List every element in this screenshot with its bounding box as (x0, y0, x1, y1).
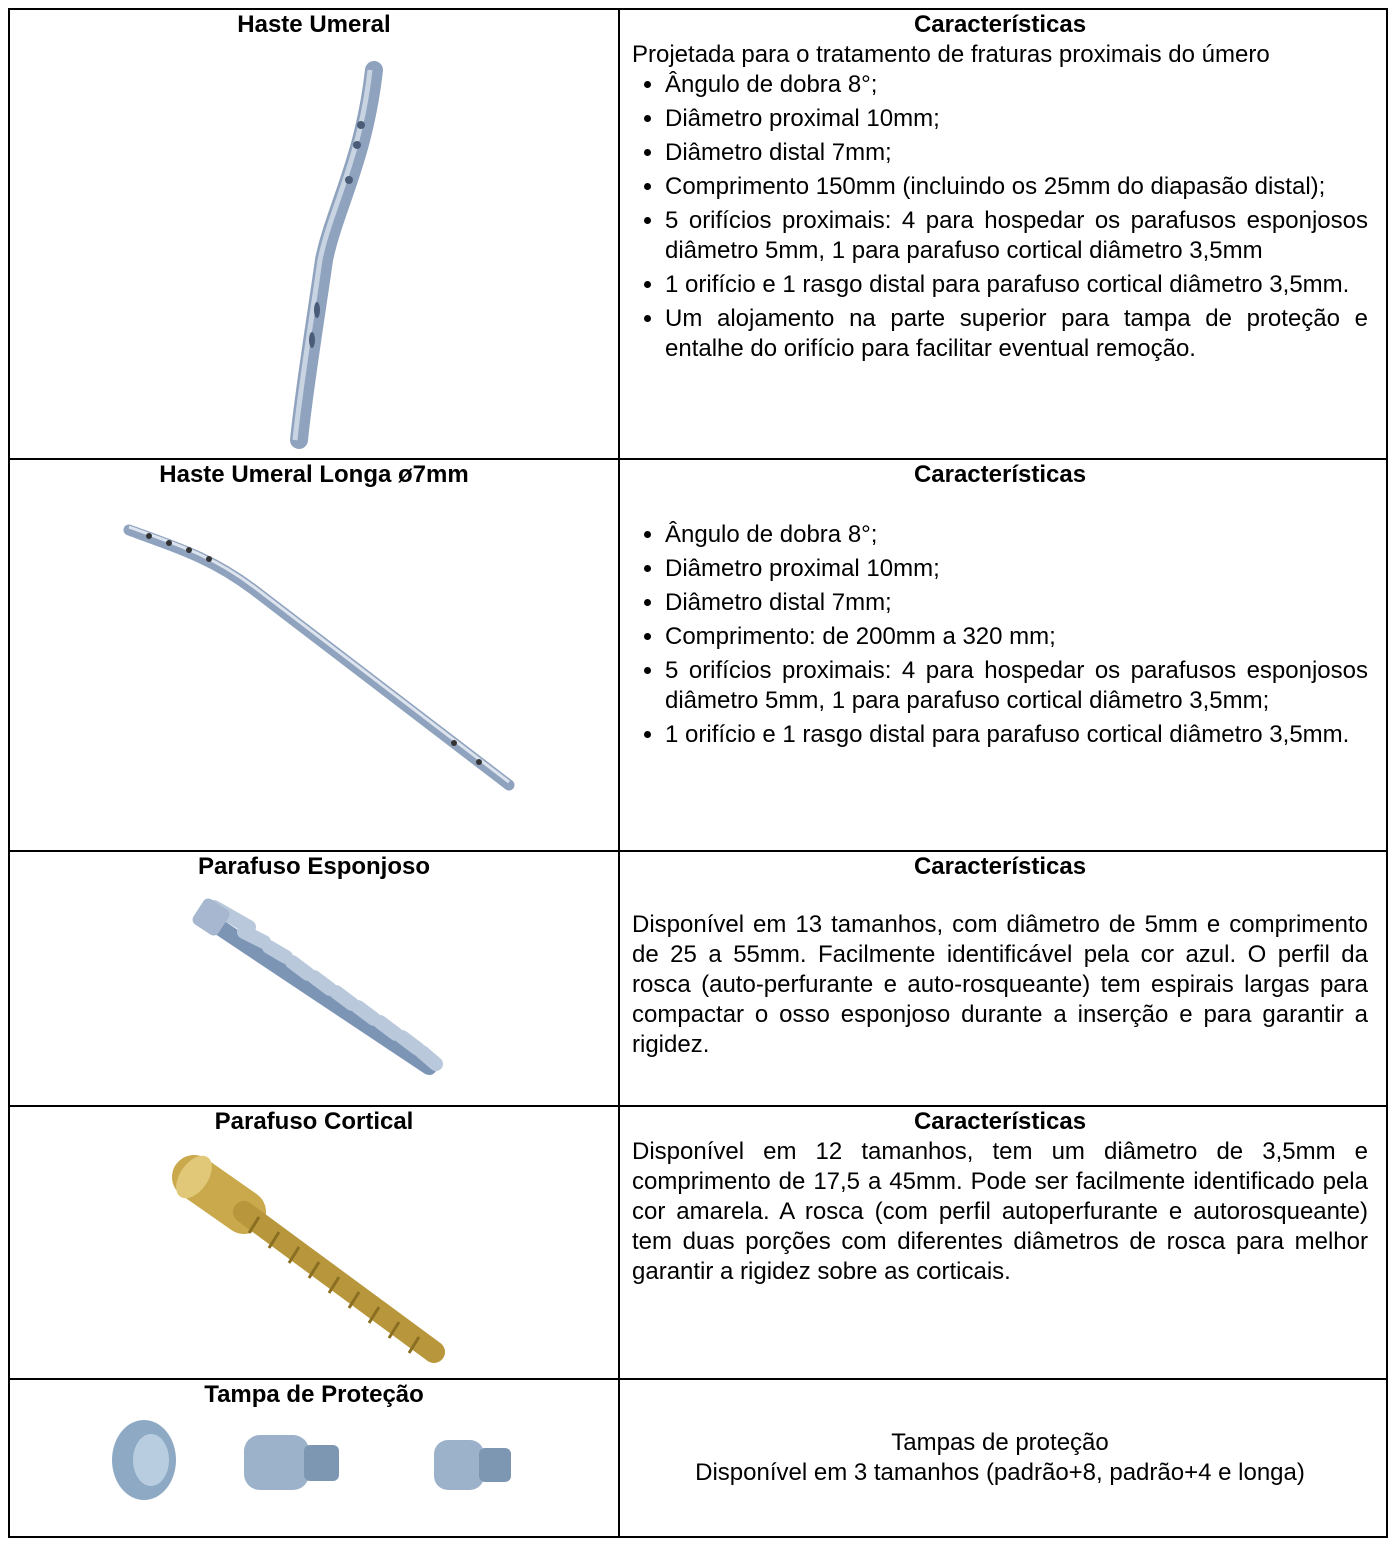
cell: Parafuso Esponjoso (8, 850, 620, 1107)
product-table: Haste Umeral Características Projetada p… (8, 8, 1388, 1538)
caption-line: Disponível em 3 tamanhos (padrão+8, padr… (695, 1459, 1305, 1486)
bullet: Um alojamento na parte superior para tam… (665, 304, 1368, 364)
row: Haste Umeral Longa ø7mm Características … (8, 458, 1388, 852)
description: Disponível em 12 tamanhos, tem um diâmet… (632, 1138, 1368, 1285)
cell: Haste Umeral (8, 8, 620, 460)
section-title: Características (913, 1108, 1087, 1135)
description: Disponível em 13 tamanhos, com diâmetro … (632, 911, 1368, 1058)
bullet-list: Ângulo de dobra 8°; Diâmetro proximal 10m… (632, 520, 1368, 750)
bullet-list: Ângulo de dobra 8°; Diâmetro proximal 10m… (632, 70, 1368, 364)
bullet: 1 orifício e 1 rasgo distal para parafus… (665, 720, 1368, 750)
cell: Tampa de Proteção (8, 1378, 620, 1538)
cell: Características Disponível em 12 tamanho… (618, 1105, 1388, 1380)
humeral-nail-image (290, 61, 383, 449)
bullet: 5 orifícios proximais: 4 para hospedar o… (665, 656, 1368, 716)
caption-line: Tampas de proteção (891, 1429, 1109, 1456)
bullet: Diâmetro proximal 10mm; (665, 104, 1368, 134)
section-title: Características (913, 11, 1087, 38)
cortical-screw-image (172, 1155, 445, 1363)
row: Parafuso Esponjoso Características Dispo… (8, 850, 1388, 1107)
row: Haste Umeral Características Projetada p… (8, 8, 1388, 460)
caps-image (112, 1420, 511, 1500)
row: Parafuso Cortical Características Dispon… (8, 1105, 1388, 1380)
bullet: Diâmetro distal 7mm; (665, 588, 1368, 618)
item-title: Haste Umeral Longa ø7mm (159, 461, 469, 488)
bullet: 1 orifício e 1 rasgo distal para parafus… (665, 270, 1368, 300)
bullet: 5 orifícios proximais: 4 para hospedar o… (665, 206, 1368, 266)
item-title: Parafuso Esponjoso (197, 853, 431, 880)
item-title: Parafuso Cortical (214, 1108, 414, 1135)
row: Tampa de Proteção Tampas de proteção Dis… (8, 1378, 1388, 1538)
item-title: Haste Umeral (237, 11, 391, 38)
cell: Características Projetada para o tratame… (618, 8, 1388, 460)
bullet: Comprimento 150mm (incluindo os 25mm do … (665, 172, 1368, 202)
bullet: Ângulo de dobra 8°; (665, 70, 1368, 100)
bullet: Comprimento: de 200mm a 320 mm; (665, 622, 1368, 652)
cell: Parafuso Cortical (8, 1105, 620, 1380)
section-title: Características (913, 853, 1087, 880)
bullet: Diâmetro distal 7mm; (665, 138, 1368, 168)
cell: Características Ângulo de dobra 8°; Diâme… (618, 458, 1388, 852)
cell: Haste Umeral Longa ø7mm (8, 458, 620, 852)
cell: Características Disponível em 13 tamanho… (618, 850, 1388, 1107)
cancellous-screw-image (192, 898, 443, 1075)
section-title: Características (913, 461, 1087, 488)
cell: Tampas de proteção Disponível em 3 taman… (618, 1378, 1388, 1538)
bullet: Ângulo de dobra 8°; (665, 520, 1368, 550)
item-title: Tampa de Proteção (204, 1381, 424, 1408)
long-nail-image (123, 524, 515, 791)
intro: Projetada para o tratamento de fraturas … (632, 41, 1270, 68)
bullet: Diâmetro proximal 10mm; (665, 554, 1368, 584)
